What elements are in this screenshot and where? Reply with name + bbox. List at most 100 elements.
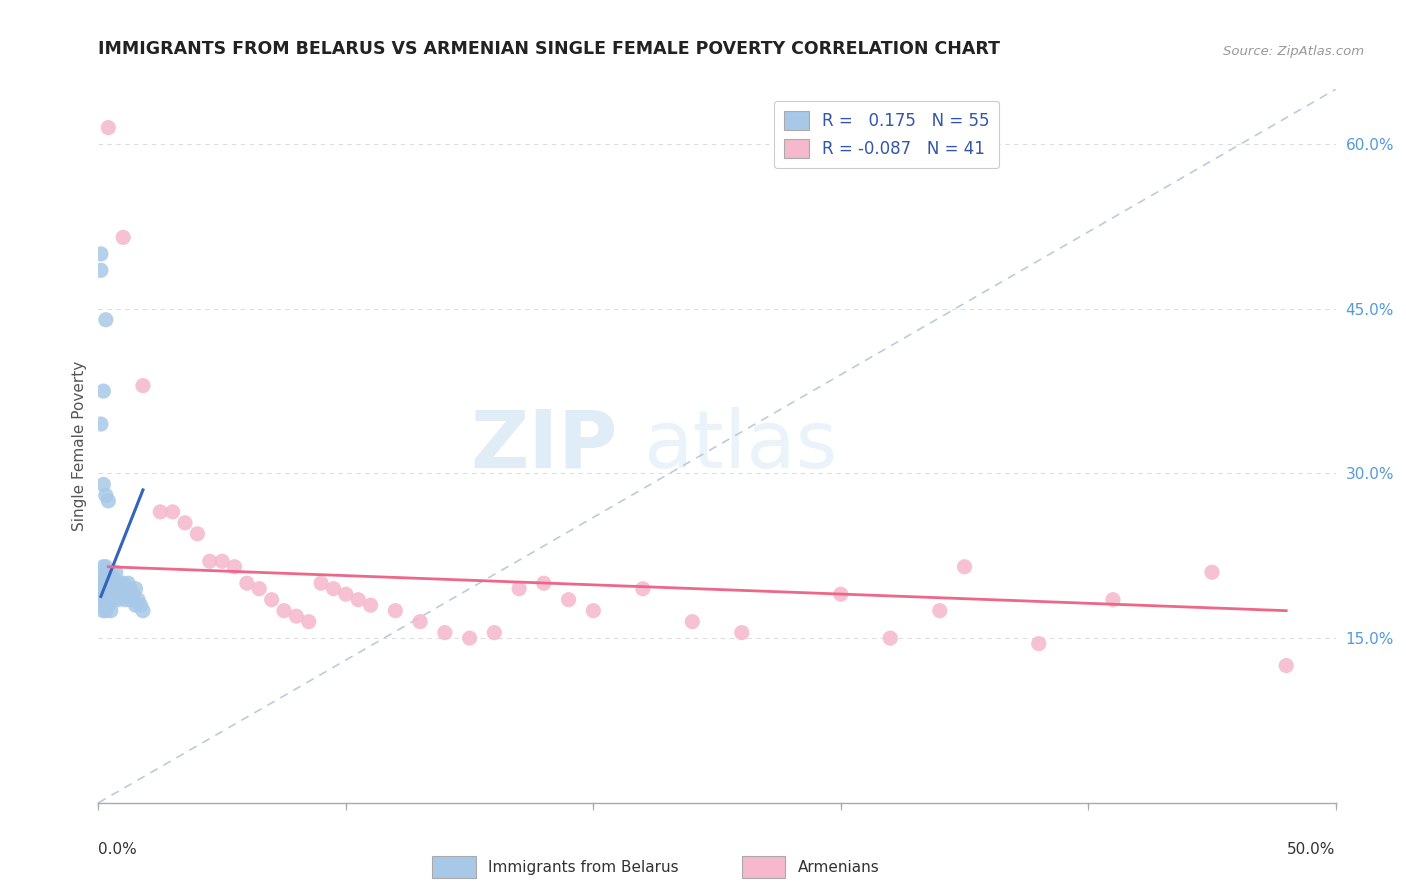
Point xyxy=(117,576,139,591)
Text: Immigrants from Belarus: Immigrants from Belarus xyxy=(488,860,679,874)
Point xyxy=(94,592,117,607)
Point xyxy=(93,559,115,574)
Point xyxy=(533,576,555,591)
Point xyxy=(174,516,197,530)
Point xyxy=(90,582,112,596)
Point xyxy=(94,571,117,585)
Point xyxy=(484,625,506,640)
FancyBboxPatch shape xyxy=(742,856,785,878)
Point xyxy=(120,582,142,596)
Point xyxy=(347,592,370,607)
Point xyxy=(104,566,127,580)
Point xyxy=(433,625,456,640)
Point xyxy=(100,582,122,596)
Point xyxy=(508,582,530,596)
Point xyxy=(94,604,117,618)
Point xyxy=(90,571,112,585)
Point xyxy=(90,263,112,277)
Point xyxy=(928,604,950,618)
Point xyxy=(260,592,283,607)
Point xyxy=(97,598,120,612)
Point xyxy=(335,587,357,601)
Point xyxy=(93,576,115,591)
Point xyxy=(100,604,122,618)
Text: atlas: atlas xyxy=(643,407,837,485)
Point xyxy=(132,604,155,618)
Point xyxy=(236,576,259,591)
Point xyxy=(94,559,117,574)
Point xyxy=(582,604,605,618)
Point xyxy=(97,566,120,580)
Point xyxy=(124,598,146,612)
Point xyxy=(211,554,233,568)
Point xyxy=(681,615,703,629)
Point xyxy=(107,582,129,596)
Point xyxy=(132,378,155,392)
Point xyxy=(103,582,125,596)
Point xyxy=(309,576,332,591)
Text: ZIP: ZIP xyxy=(471,407,619,485)
Y-axis label: Single Female Poverty: Single Female Poverty xyxy=(72,361,87,531)
Point xyxy=(879,631,901,645)
Point xyxy=(631,582,654,596)
Point xyxy=(97,576,120,591)
Point xyxy=(93,592,115,607)
Point xyxy=(104,587,127,601)
Point xyxy=(114,582,136,596)
Point xyxy=(1275,658,1298,673)
Point xyxy=(731,625,754,640)
Point xyxy=(114,592,136,607)
Text: 0.0%: 0.0% xyxy=(98,842,138,857)
Point xyxy=(409,615,432,629)
FancyBboxPatch shape xyxy=(433,856,475,878)
Point xyxy=(100,592,122,607)
Point xyxy=(90,592,112,607)
Point xyxy=(112,576,135,591)
Point xyxy=(830,587,852,601)
Point xyxy=(94,312,117,326)
Point xyxy=(112,587,135,601)
Point xyxy=(112,230,135,244)
Point xyxy=(94,488,117,502)
Text: Source: ZipAtlas.com: Source: ZipAtlas.com xyxy=(1223,45,1364,58)
Legend: R =   0.175   N = 55, R = -0.087   N = 41: R = 0.175 N = 55, R = -0.087 N = 41 xyxy=(773,101,1000,168)
Point xyxy=(224,559,246,574)
Point xyxy=(247,582,270,596)
Point xyxy=(93,604,115,618)
Point xyxy=(186,526,208,541)
Point xyxy=(97,494,120,508)
Text: Armenians: Armenians xyxy=(797,860,879,874)
Point xyxy=(1028,637,1050,651)
Point xyxy=(458,631,481,645)
Point xyxy=(94,582,117,596)
Point xyxy=(107,592,129,607)
Point xyxy=(103,592,125,607)
Point xyxy=(110,587,132,601)
Point xyxy=(1102,592,1125,607)
Point xyxy=(122,587,145,601)
Point xyxy=(360,598,382,612)
Point xyxy=(93,384,115,398)
Text: IMMIGRANTS FROM BELARUS VS ARMENIAN SINGLE FEMALE POVERTY CORRELATION CHART: IMMIGRANTS FROM BELARUS VS ARMENIAN SING… xyxy=(98,40,1001,58)
Point xyxy=(97,587,120,601)
Point xyxy=(273,604,295,618)
Point xyxy=(124,582,146,596)
Point xyxy=(1201,566,1223,580)
Point xyxy=(110,576,132,591)
Point xyxy=(90,417,112,431)
Point xyxy=(93,477,115,491)
Point xyxy=(557,592,579,607)
Point xyxy=(107,576,129,591)
Point xyxy=(90,247,112,261)
Point xyxy=(117,587,139,601)
Point xyxy=(103,571,125,585)
Point xyxy=(97,120,120,135)
Point xyxy=(120,592,142,607)
Point xyxy=(149,505,172,519)
Text: 50.0%: 50.0% xyxy=(1288,842,1336,857)
Point xyxy=(322,582,344,596)
Point xyxy=(285,609,308,624)
Point xyxy=(90,587,112,601)
Point xyxy=(93,582,115,596)
Point xyxy=(162,505,184,519)
